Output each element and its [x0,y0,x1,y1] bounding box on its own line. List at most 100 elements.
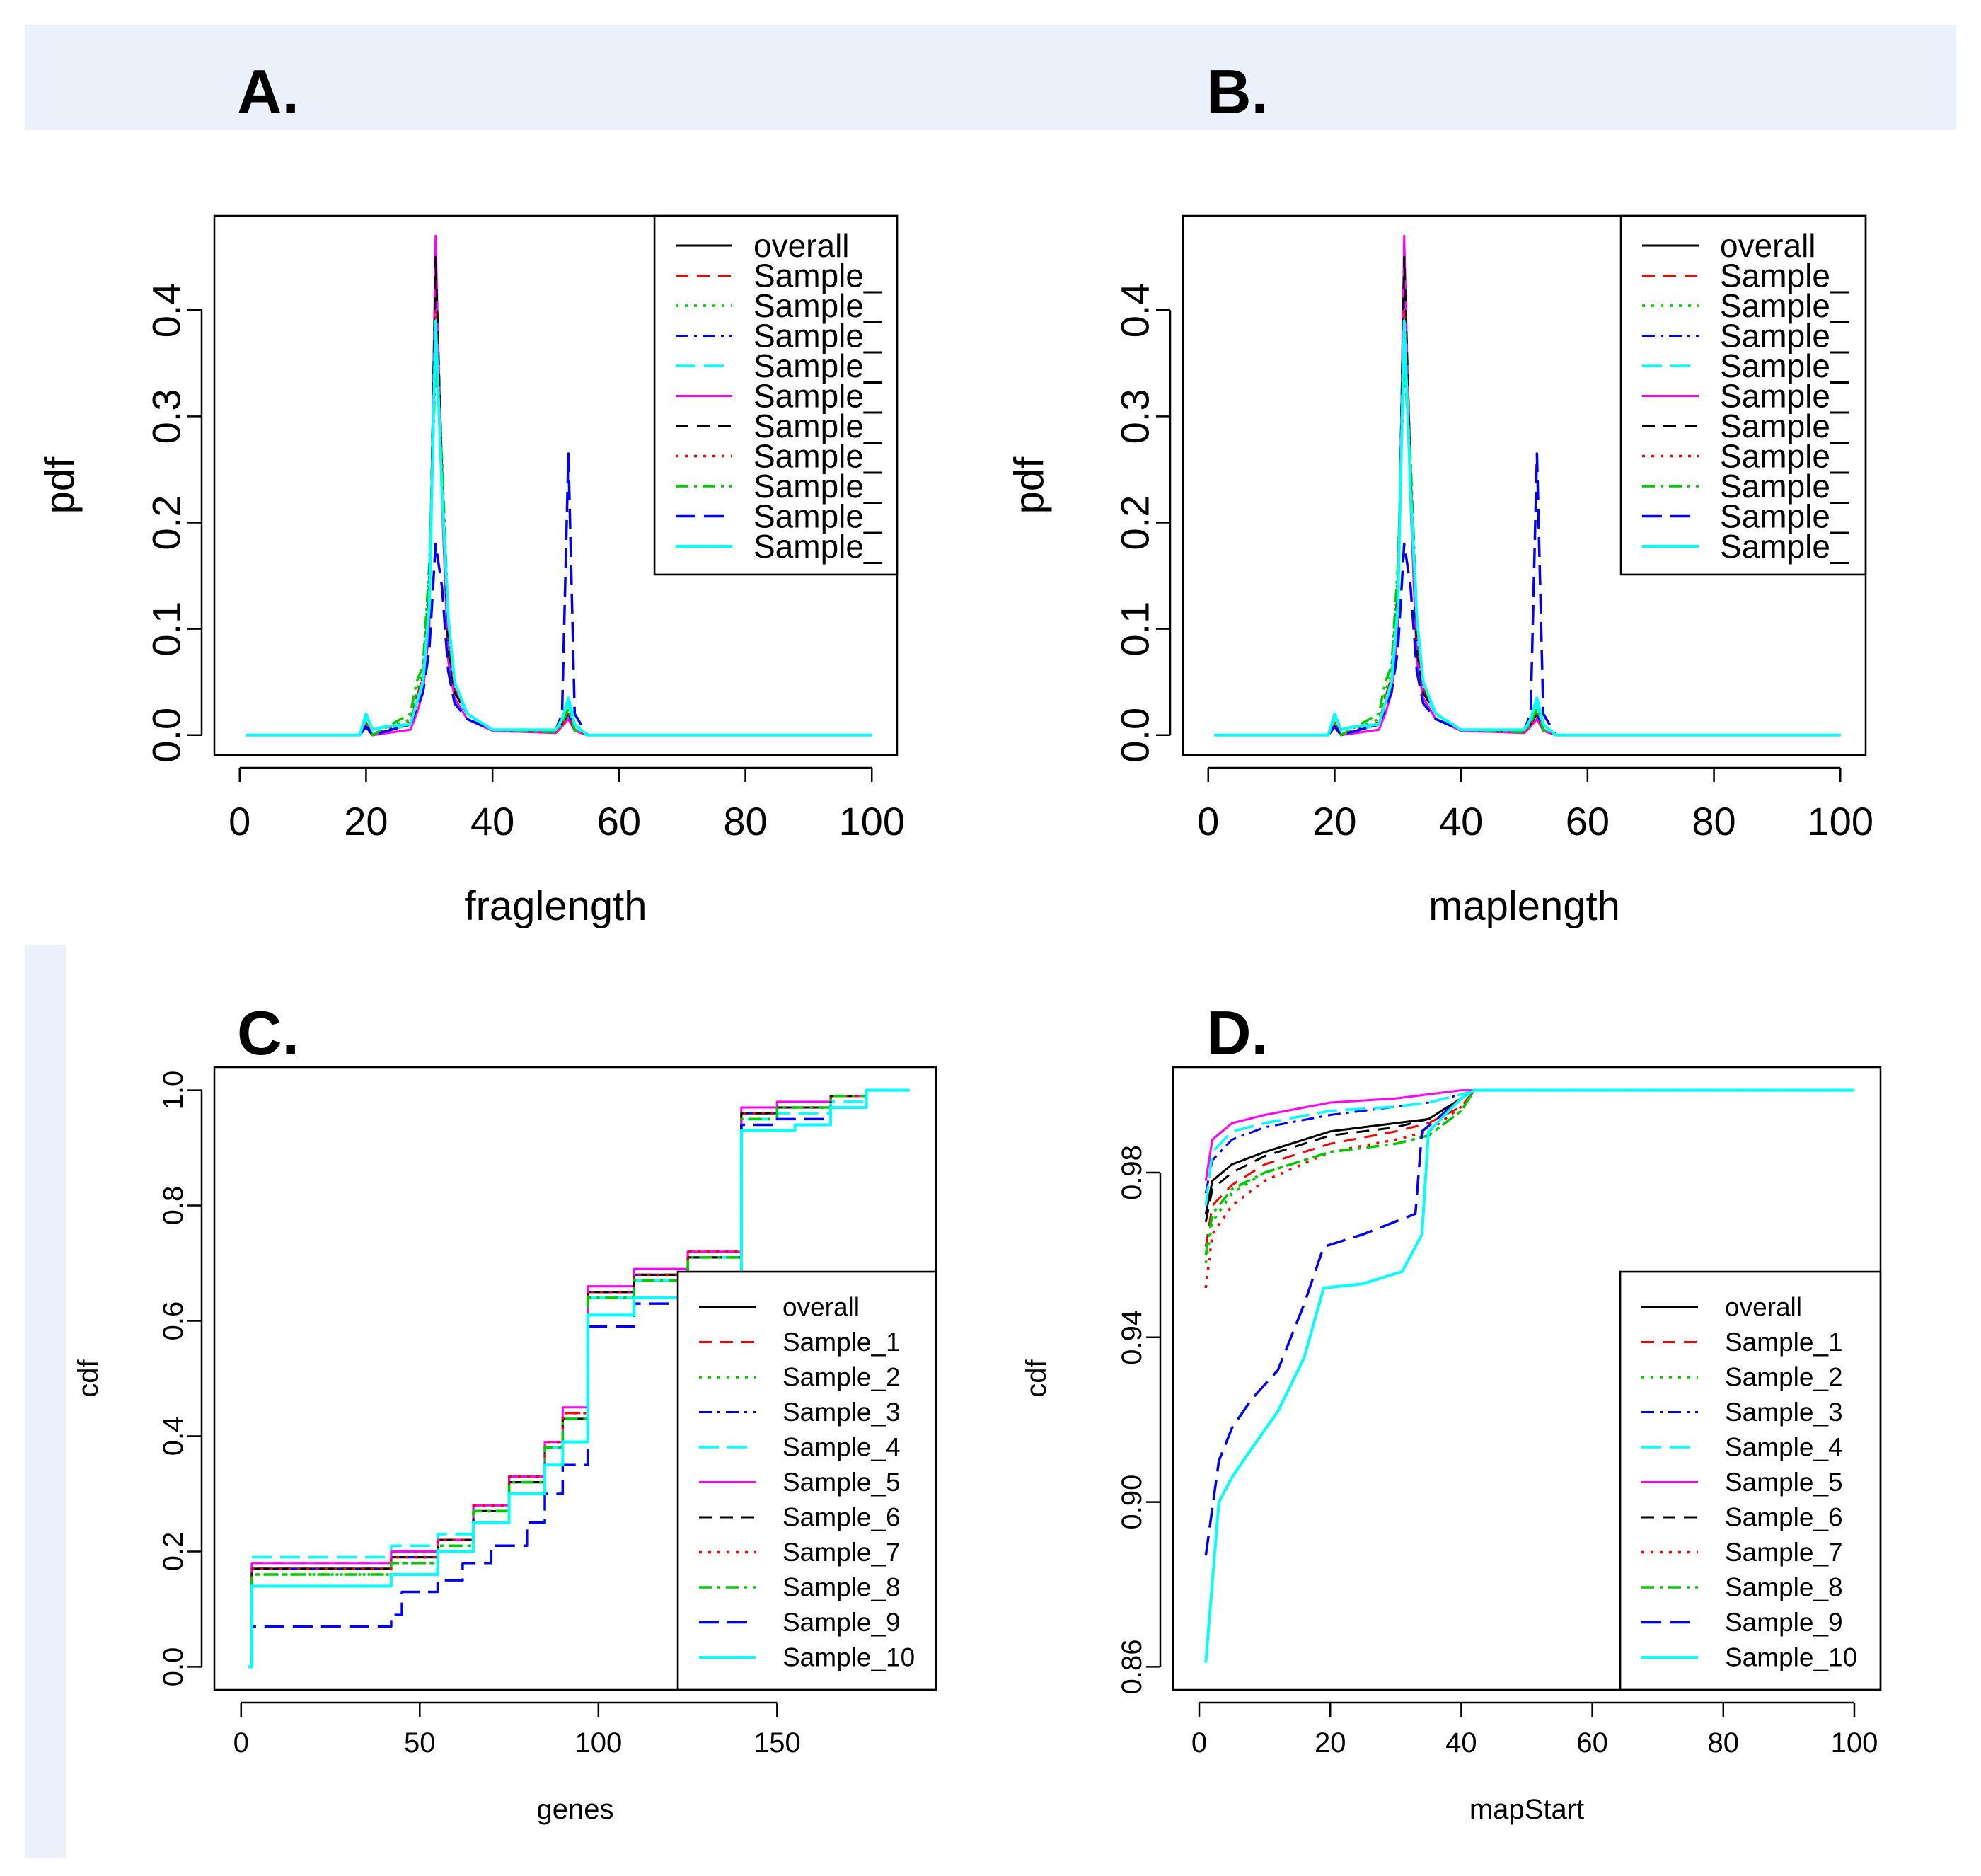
legend-label: Sample_3 [782,1398,901,1427]
x-tick-label: 150 [753,1727,801,1759]
legend-label: Sample_5 [782,1468,901,1497]
x-axis-title: fraglength [465,883,647,929]
legend-label: Sample_ [753,468,883,505]
legend-label: Sample_4 [782,1433,901,1462]
legend-label: Sample_ [1720,258,1849,294]
legend: overallSample_Sample_Sample_Sample_Sampl… [1621,216,1866,575]
y-tick-label: 1.0 [158,1071,189,1110]
legend-label: Sample_ [1720,378,1849,415]
legend-label: Sample_6 [1725,1503,1843,1532]
series-line-sample-9 [1214,452,1841,737]
x-axis: 0 50 100 150 [233,1701,801,1759]
y-tick-label: 0.0 [1113,708,1157,763]
legend-label: overall [1725,1293,1802,1322]
legend-border [1619,1270,1882,1691]
x-tick-label: 60 [1566,799,1610,844]
y-axis-title: cdf [1021,1359,1052,1397]
panel-b: B. 0 20 40 60 80 100 0.0 0.1 0.2 0.3 0.4 maplength pd… [1007,57,1873,929]
legend-label: Sample_ [1720,438,1849,475]
panel-d: D. 0 20 40 60 80 100 0.86 0.90 0.94 0.98 mapStart cd… [1021,998,1882,1825]
legend-border [653,214,899,576]
x-tick-label: 100 [839,799,905,844]
legend-label: Sample_ [1720,347,1849,384]
y-tick-label: 0.6 [158,1301,189,1341]
x-tick-label: 80 [1692,799,1735,844]
y-tick-label: 0.3 [1113,389,1157,444]
y-tick-label: 0.0 [158,1647,189,1687]
y-tick-label: 0.3 [144,389,189,444]
x-tick-label: 0 [229,799,250,844]
series-group [248,1088,910,1669]
legend-label: Sample_10 [782,1643,915,1672]
x-tick-label: 100 [1831,1727,1878,1759]
series-group [1214,234,1841,737]
legend-label: Sample_1 [1725,1328,1843,1357]
x-tick-label: 40 [470,799,514,844]
legend-label: Sample_7 [782,1538,901,1567]
y-axis: 0.0 0.1 0.2 0.3 0.4 [1113,282,1172,763]
legend-label: Sample_5 [1725,1468,1843,1497]
panel-label-a: A. [237,57,299,127]
x-tick-label: 40 [1439,799,1483,844]
x-tick-label: 40 [1445,1727,1477,1759]
legend-label: Sample_2 [1725,1363,1843,1392]
y-tick-label: 0.98 [1116,1145,1148,1200]
series-line-sample-10 [1204,1088,1854,1663]
header-banner [25,25,1956,130]
legend-label: Sample_ [753,258,883,294]
legend: overall Sample_1 Sample_2 Sample_3 Sample_4 S… [678,1272,936,1690]
left-margin-strip [25,945,66,1858]
series-line-sample-10 [246,319,872,737]
legend-label: Sample_ [1720,318,1849,355]
legend-label: Sample_9 [1725,1608,1843,1637]
y-tick-label: 0.86 [1116,1639,1148,1694]
x-tick-label: 0 [233,1727,249,1759]
x-tick-label: 20 [344,799,388,844]
legend-label: Sample_ [1720,528,1849,565]
series-line-sample-8 [1204,1088,1854,1255]
series-line-sample-6 [1204,1089,1854,1223]
panel-label-d: D. [1206,998,1269,1068]
y-tick-label: 0.2 [144,495,189,551]
x-axis-title: mapStart [1469,1794,1584,1825]
x-axis-title: genes [537,1794,614,1825]
panel-label-c: C. [237,998,299,1068]
legend-label: Sample_3 [1725,1398,1843,1427]
legend-label: overall [782,1293,860,1322]
y-axis-title: pdf [37,456,83,514]
x-tick-label: 80 [1708,1727,1740,1759]
legend-label: Sample_6 [782,1503,901,1532]
x-tick-label: 80 [723,799,767,844]
legend-label: Sample_ [753,408,883,444]
legend-label: Sample_8 [782,1573,901,1602]
y-tick-label: 0.1 [1113,602,1157,657]
legend-label: Sample_9 [782,1608,901,1637]
y-axis: 0.86 0.90 0.94 0.98 [1116,1145,1162,1694]
y-tick-label: 0.2 [158,1532,189,1572]
y-axis-title: pdf [1007,456,1053,514]
x-axis: 0 20 40 60 80 100 [1191,1701,1878,1759]
y-tick-label: 0.4 [144,282,189,338]
x-tick-label: 20 [1312,799,1356,844]
y-axis-title: cdf [73,1359,104,1397]
x-tick-label: 20 [1315,1727,1346,1759]
series-line-sample-8 [248,1088,910,1669]
panel-label-b: B. [1206,57,1269,127]
legend-label: Sample_7 [1725,1538,1843,1567]
legend-label: Sample_ [1720,408,1849,444]
x-tick-label: 60 [597,799,641,844]
series-group [1204,1088,1854,1663]
legend-label: Sample_ [753,378,883,415]
series-line-sample-10 [248,1088,910,1669]
series-line-sample-10 [1214,319,1841,737]
legend-label: Sample_ [753,438,883,475]
panel-a: A. 0 20 40 60 80 100 0.0 0.1 0.2 0.3 0.4 fraglength p… [37,57,905,929]
y-tick-label: 0.4 [1113,282,1157,338]
legend-label: Sample_ [1720,468,1849,505]
y-tick-label: 0.4 [158,1417,189,1456]
series-line-sample-9 [248,1088,910,1669]
legend-label: Sample_ [753,318,883,355]
x-tick-label: 0 [1191,1727,1207,1759]
legend-label: Sample_10 [1725,1643,1857,1672]
